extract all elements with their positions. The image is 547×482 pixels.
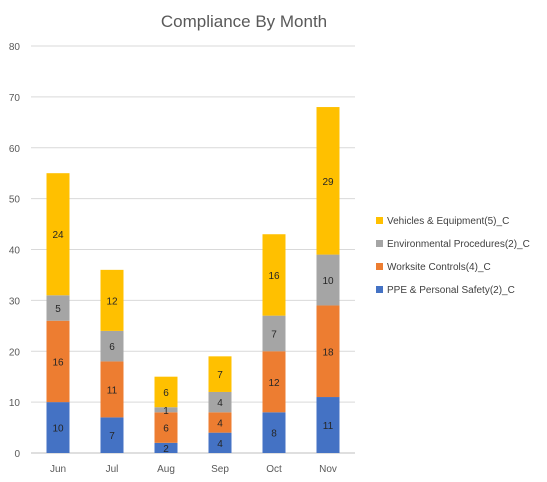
x-tick-label: Jun: [50, 464, 66, 475]
x-tick-label: Nov: [319, 464, 337, 475]
legend-swatch: [376, 240, 383, 247]
y-tick-label: 0: [14, 449, 20, 460]
bar-segment: [208, 412, 232, 433]
data-label: 18: [322, 347, 334, 358]
bar-segment: [262, 412, 286, 453]
legend-entry: PPE & Personal Safety(2)_C: [387, 285, 515, 296]
data-label: 16: [52, 357, 64, 368]
data-label: 24: [52, 230, 64, 241]
bar-segment: [46, 173, 70, 296]
bar-segment: [208, 432, 232, 453]
bar-segment: [208, 356, 232, 392]
bar-segment: [46, 320, 70, 403]
data-label: 4: [217, 418, 223, 429]
data-label: 7: [271, 329, 277, 340]
data-label: 6: [163, 424, 169, 435]
legend-swatch: [376, 217, 383, 224]
legend-swatch: [376, 286, 383, 293]
legend-entry: Vehicles & Equipment(5)_C: [387, 216, 509, 227]
data-label: 29: [322, 177, 334, 188]
legend-swatch: [376, 263, 383, 270]
data-label: 2: [163, 444, 169, 455]
bar-segment: [100, 417, 124, 453]
bar-segment: [154, 442, 178, 453]
bar-segment: [100, 330, 124, 362]
data-label: 1: [163, 406, 169, 417]
y-tick-label: 60: [9, 144, 21, 155]
x-tick-label: Sep: [211, 464, 229, 475]
data-label: 4: [217, 398, 223, 409]
bar-segment: [100, 361, 124, 418]
gridlines: [31, 45, 355, 454]
bar-segment: [316, 305, 340, 398]
bar-segment: [100, 269, 124, 331]
data-label: 6: [109, 342, 115, 353]
bar-segment: [316, 107, 340, 255]
bar-segment: [262, 315, 286, 352]
data-label: 7: [217, 370, 223, 381]
x-axis: Jun Jul Aug Sep Oct Nov: [50, 464, 337, 475]
y-tick-label: 30: [9, 296, 21, 307]
y-tick-label: 70: [9, 93, 21, 104]
bar-segment: [46, 402, 70, 453]
bar-segment: [154, 407, 178, 413]
data-label: 12: [268, 378, 280, 389]
y-tick-label: 40: [9, 246, 21, 257]
legend-entry: Environmental Procedures(2)_C: [387, 239, 530, 250]
x-tick-label: Jul: [106, 464, 119, 475]
y-tick-label: 50: [9, 195, 21, 206]
bar-segment: [154, 376, 178, 408]
bar-segment: [316, 397, 340, 453]
chart-title: Compliance By Month: [161, 12, 327, 31]
bar-segment: [46, 295, 70, 321]
data-label: 6: [163, 388, 169, 399]
data-label: 11: [323, 421, 334, 432]
data-label: 11: [107, 385, 118, 396]
x-tick-label: Oct: [266, 464, 282, 475]
data-label: 7: [109, 431, 115, 442]
data-label: 10: [322, 276, 334, 287]
data-label: 5: [55, 304, 61, 315]
data-label: 10: [52, 424, 64, 435]
bar-segment: [316, 254, 340, 306]
legend: Vehicles & Equipment(5)_C Environmental P…: [376, 216, 530, 296]
x-tick-label: Aug: [157, 464, 175, 475]
data-label: 8: [271, 429, 277, 440]
y-tick-label: 80: [9, 42, 21, 53]
y-axis: 0 10 20 30 40 50 60 70 80: [9, 42, 21, 460]
y-tick-label: 20: [9, 347, 21, 358]
data-label: 4: [217, 439, 223, 450]
data-label: 16: [268, 271, 280, 282]
bar-segment: [154, 412, 178, 443]
legend-entry: Worksite Controls(4)_C: [387, 262, 491, 273]
y-tick-label: 10: [9, 398, 21, 409]
bar-segment: [262, 234, 286, 316]
bars: [46, 107, 340, 453]
bar-segment: [262, 351, 286, 413]
bar-segment: [208, 391, 232, 413]
data-label: 12: [106, 296, 118, 307]
